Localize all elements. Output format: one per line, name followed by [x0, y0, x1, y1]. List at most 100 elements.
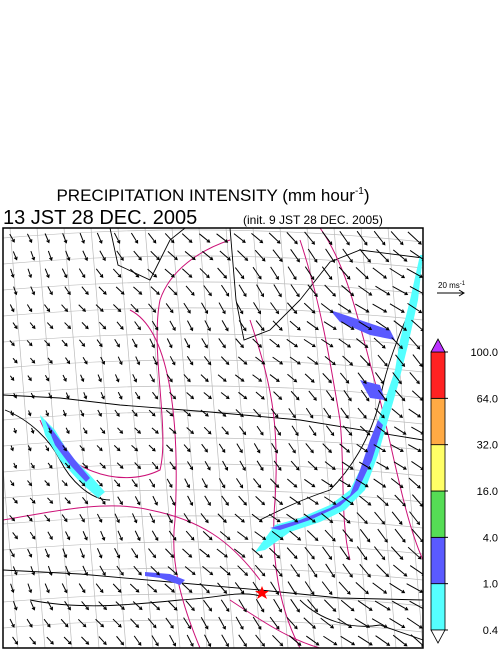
- wind-arrow: [167, 251, 178, 261]
- wind-arrow: [152, 356, 158, 366]
- wind-arrow: [164, 233, 175, 244]
- wind-arrow: [203, 426, 212, 435]
- wind-arrow: [201, 478, 208, 489]
- wind-arrow: [199, 268, 210, 279]
- wind-arrow: [116, 565, 124, 576]
- wind-arrow: [218, 443, 226, 453]
- wind-arrow: [187, 495, 194, 507]
- wind-arrow: [82, 531, 88, 541]
- parallel: [3, 541, 423, 555]
- wind-arrow: [199, 548, 211, 558]
- wind-arrow: [200, 617, 209, 630]
- colorbar-over: [430, 338, 446, 353]
- wind-arrow: [97, 374, 102, 383]
- parallel: [3, 307, 423, 321]
- wind-arrow: [96, 339, 103, 348]
- wind-arrow: [47, 286, 53, 296]
- wind-arrow: [9, 480, 15, 487]
- wind-arrow: [81, 636, 90, 645]
- wind-arrow: [203, 599, 213, 612]
- wind-arrow: [78, 304, 86, 312]
- wind-arrow: [221, 320, 229, 332]
- wind-arrow: [44, 514, 51, 522]
- wind-arrow: [375, 635, 391, 646]
- title-main: PRECIPITATION INTENSITY (mm hour: [56, 186, 355, 205]
- wind-arrow: [395, 354, 406, 367]
- wind-arrow: [100, 530, 106, 541]
- wind-arrow: [44, 583, 50, 594]
- colorbar-band: [430, 397, 446, 446]
- parallel: [3, 229, 423, 243]
- colorbar-band: [430, 490, 446, 538]
- colorbar-band: [430, 351, 446, 399]
- wind-arrow: [235, 338, 244, 349]
- wind-arrow: [359, 563, 371, 578]
- wind-arrow: [186, 427, 195, 435]
- wind-arrow: [307, 460, 318, 471]
- wind-arrow: [236, 443, 243, 454]
- wind-arrow: [338, 266, 351, 280]
- wind-arrow: [322, 443, 332, 454]
- wind-arrow: [341, 496, 355, 506]
- wind-arrow: [377, 528, 388, 543]
- wind-arrow: [324, 461, 336, 470]
- wind-arrow: [359, 528, 371, 543]
- wind-arrow: [181, 233, 193, 243]
- wind-arrow: [183, 617, 191, 630]
- wind-arrow: [237, 250, 249, 262]
- wind-arrow: [306, 530, 319, 542]
- wind-arrow: [321, 266, 333, 281]
- wind-arrow: [235, 302, 244, 315]
- wind-arrow: [306, 496, 319, 505]
- wind-arrow: [13, 427, 17, 434]
- colorbar-band: [430, 536, 446, 585]
- wind-arrow: [13, 392, 17, 399]
- wind-arrow: [219, 565, 231, 576]
- wind-arrow: [27, 480, 33, 487]
- wind-arrow: [355, 581, 369, 595]
- wind-arrow: [13, 286, 18, 296]
- wind-arrow: [237, 565, 249, 577]
- wind-arrow: [270, 266, 279, 280]
- wind-arrow: [234, 582, 245, 595]
- wind-arrow: [219, 250, 231, 261]
- wind-arrow: [63, 636, 72, 645]
- wind-arrow: [324, 284, 337, 297]
- wind-arrow: [221, 495, 229, 506]
- wind-arrow: [98, 636, 107, 646]
- wind-arrow: [150, 566, 160, 576]
- wind-arrow: [9, 233, 15, 243]
- wind-arrow: [30, 601, 36, 611]
- wind-arrow: [270, 581, 279, 596]
- wind-arrow: [358, 461, 372, 470]
- wind-arrow: [116, 321, 124, 330]
- wind-arrow: [270, 302, 280, 315]
- wind-arrow: [12, 251, 18, 261]
- wind-arrow: [287, 478, 298, 488]
- wind-arrow: [30, 462, 35, 469]
- wind-arrow: [82, 357, 88, 365]
- wind-arrow: [321, 581, 333, 596]
- wind-arrow: [133, 565, 142, 576]
- wind-arrow: [391, 511, 403, 525]
- wind-arrow: [254, 564, 266, 577]
- wind-arrow: [290, 564, 300, 578]
- wind-arrow: [44, 480, 50, 487]
- wind-arrow: [44, 304, 51, 313]
- wind-arrow: [117, 530, 123, 542]
- wind-arrow: [148, 444, 156, 452]
- wind-arrow: [376, 249, 390, 263]
- wind-arrow: [26, 304, 33, 313]
- wind-arrow: [165, 548, 175, 558]
- wind-arrow: [151, 635, 159, 647]
- wind-arrow: [201, 338, 208, 349]
- wind-arrow: [392, 249, 408, 262]
- wind-arrow: [77, 618, 87, 628]
- wind-arrow: [411, 426, 423, 435]
- wind-arrow: [78, 583, 86, 594]
- wind-arrow: [287, 581, 297, 596]
- wind-arrow: [290, 460, 300, 471]
- wind-arrow: [64, 322, 72, 330]
- wind-arrow: [26, 618, 33, 628]
- wind-arrow: [269, 338, 281, 348]
